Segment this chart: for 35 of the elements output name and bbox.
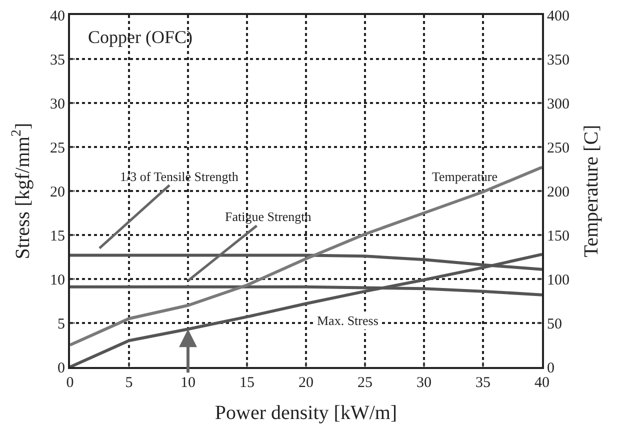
y-tick-label: 40 bbox=[50, 8, 65, 24]
x-tick-label: 10 bbox=[180, 375, 196, 391]
x-tick-label: 40 bbox=[534, 375, 550, 391]
y-tick-label: 0 bbox=[58, 360, 65, 376]
annotation: Fatigue Strength bbox=[225, 209, 312, 224]
y-tick-label: 5 bbox=[58, 316, 65, 332]
x-tick-label: 25 bbox=[358, 375, 372, 391]
line-series bbox=[70, 166, 542, 346]
y2-tick-label: 300 bbox=[547, 96, 570, 112]
annotation: Copper (OFC) bbox=[88, 27, 192, 47]
y-tick-label: 30 bbox=[50, 96, 65, 112]
y2-tick-label: 150 bbox=[547, 228, 570, 244]
y-tick-label: 10 bbox=[50, 272, 65, 288]
y2-tick-label: 400 bbox=[547, 8, 570, 24]
y-tick-label: 20 bbox=[50, 184, 65, 200]
annotation: Temperature bbox=[432, 169, 498, 184]
y-tick-label: 35 bbox=[50, 52, 65, 68]
y-tick-label: 15 bbox=[50, 228, 65, 244]
line-series bbox=[70, 252, 542, 367]
y2-tick-label: 350 bbox=[547, 52, 570, 68]
x-tick-label: 30 bbox=[416, 375, 432, 391]
y2-tick-label: 250 bbox=[547, 140, 570, 156]
x-tick-label: 15 bbox=[240, 375, 254, 391]
x-tick-label: 35 bbox=[476, 375, 490, 391]
annotation: Max. Stress bbox=[317, 313, 378, 328]
x-tick-label: 20 bbox=[298, 375, 314, 391]
y2-tick-label: 50 bbox=[547, 316, 562, 332]
x-tick-label: 5 bbox=[125, 375, 133, 391]
annotation: 1/3 of Tensile Strength bbox=[120, 169, 239, 184]
x-axis-title: Power density [kW/m] bbox=[214, 402, 398, 424]
y2-tick-label: 0 bbox=[547, 360, 554, 376]
y2-tick-label: 100 bbox=[547, 272, 570, 288]
y2-axis-title: Temperature [C] bbox=[580, 124, 602, 258]
y2-tick-label: 200 bbox=[547, 184, 570, 200]
y-tick-label: 25 bbox=[50, 140, 65, 156]
